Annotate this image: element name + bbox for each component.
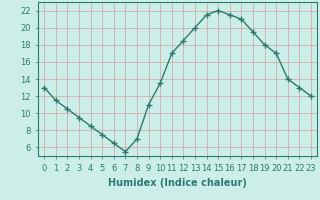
X-axis label: Humidex (Indice chaleur): Humidex (Indice chaleur)	[108, 178, 247, 188]
